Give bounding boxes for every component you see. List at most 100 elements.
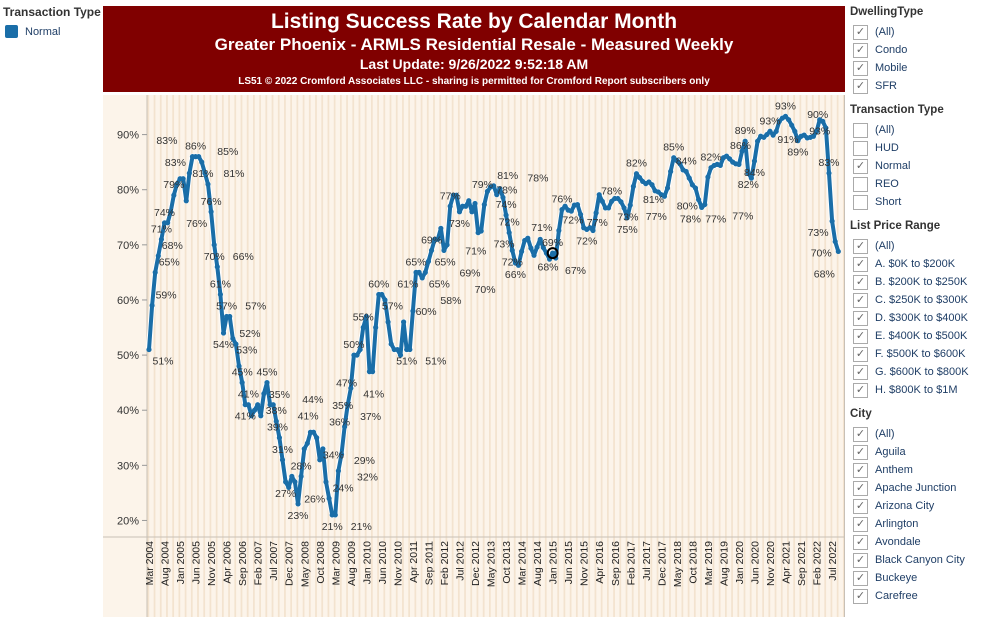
data-point	[360, 324, 366, 331]
checkbox-checked[interactable]: ✓	[853, 570, 868, 586]
data-point	[205, 181, 211, 187]
checkbox-checked[interactable]: ✓	[853, 292, 868, 308]
month-stripe	[240, 95, 243, 617]
data-point	[559, 206, 565, 213]
filter-option[interactable]: ✓ Black Canyon City	[850, 551, 999, 569]
filter-option[interactable]: ✓ F. $500K to $600K	[850, 345, 999, 363]
checkbox-checked[interactable]: ✓	[853, 60, 868, 76]
title-banner: Listing Success Rate by Calendar Month G…	[103, 6, 845, 92]
filter-option[interactable]: ✓ SFR	[850, 77, 999, 95]
checkbox-checked[interactable]: ✓	[853, 426, 868, 442]
checkbox-checked[interactable]: ✓	[853, 274, 868, 290]
x-tick-label: Nov 2010	[392, 541, 404, 586]
filter-option[interactable]: HUD	[850, 139, 999, 157]
filter-option[interactable]: Short	[850, 193, 999, 211]
data-label: 35%	[332, 400, 353, 412]
filter-option[interactable]: ✓ Buckeye	[850, 569, 999, 587]
data-point	[835, 248, 841, 255]
data-point	[264, 380, 270, 386]
filter-option[interactable]: ✓ E. $400K to $500K	[850, 327, 999, 345]
filter-option[interactable]: ✓ Avondale	[850, 533, 999, 551]
month-stripe	[420, 95, 423, 617]
filter-option[interactable]: ✓ Anthem	[850, 461, 999, 479]
filter-option[interactable]: ✓ Normal	[850, 157, 999, 175]
checkbox-checked[interactable]: ✓	[853, 444, 868, 460]
checkbox-unchecked[interactable]	[853, 194, 868, 210]
checkbox-checked[interactable]: ✓	[853, 158, 868, 174]
filter-option[interactable]: ✓ Mobile	[850, 59, 999, 77]
filter-option[interactable]: ✓ (All)	[850, 425, 999, 443]
checkbox-checked[interactable]: ✓	[853, 24, 868, 40]
checkbox-checked[interactable]: ✓	[853, 238, 868, 254]
checkbox-checked[interactable]: ✓	[853, 382, 868, 398]
checkbox-checked[interactable]: ✓	[853, 588, 868, 604]
month-stripe	[395, 95, 398, 617]
x-tick-label: Dec 2007	[284, 541, 296, 586]
month-stripe	[197, 95, 199, 617]
data-point	[407, 346, 413, 353]
filter-option[interactable]: ✓ Aguila	[850, 443, 999, 461]
filter-option[interactable]: ✓ H. $800K to $1M	[850, 381, 999, 399]
checkbox-checked[interactable]: ✓	[853, 346, 868, 362]
month-stripe	[253, 95, 255, 617]
data-point	[568, 208, 574, 214]
month-stripe	[756, 95, 758, 617]
checkbox-checked[interactable]: ✓	[853, 480, 868, 496]
checkbox-checked[interactable]: ✓	[853, 364, 868, 380]
filter-option[interactable]: (All)	[850, 121, 999, 139]
filter-list[interactable]: ✓ (All) ✓ A. $0K to $200K ✓ B. $200K to $250K…	[850, 237, 999, 399]
checkbox-unchecked[interactable]	[853, 122, 868, 138]
month-stripe	[811, 95, 814, 617]
checkbox-checked[interactable]: ✓	[853, 462, 868, 478]
month-stripe	[594, 95, 597, 617]
checkbox-checked[interactable]: ✓	[853, 498, 868, 514]
checkbox-unchecked[interactable]	[853, 140, 868, 156]
data-label: 68%	[162, 240, 183, 252]
checkbox-checked[interactable]: ✓	[853, 78, 868, 94]
filter-option-label: REO	[875, 178, 899, 190]
y-tick-label: 50%	[117, 350, 139, 362]
month-stripe	[706, 95, 709, 617]
filter-option[interactable]: ✓ Apache Junction	[850, 479, 999, 497]
filter-option[interactable]: ✓ (All)	[850, 237, 999, 255]
data-point	[534, 244, 540, 250]
filter-option[interactable]: REO	[850, 175, 999, 193]
checkbox-checked[interactable]: ✓	[853, 516, 868, 532]
data-point	[158, 236, 165, 242]
month-stripe	[780, 95, 783, 617]
data-point	[705, 174, 711, 180]
month-stripe	[619, 95, 622, 617]
legend-item-normal[interactable]: Normal	[5, 25, 101, 38]
filter-option[interactable]: ✓ Condo	[850, 41, 999, 59]
filter-option[interactable]: ✓ C. $250K to $300K	[850, 291, 999, 309]
filter-option[interactable]: ✓ D. $300K to $400K	[850, 309, 999, 327]
x-tick-label: Apr 2021	[781, 541, 793, 584]
checkbox-checked[interactable]: ✓	[853, 310, 868, 326]
data-point	[636, 174, 643, 181]
data-point	[478, 228, 484, 234]
filter-list[interactable]: ✓ (All) ✓ Condo ✓ Mobile ✓ SFR	[850, 23, 999, 95]
data-point	[515, 262, 522, 268]
filter-option[interactable]: ✓ Arlington	[850, 515, 999, 533]
data-point	[338, 451, 345, 457]
filter-option[interactable]: ✓ Arizona City	[850, 497, 999, 515]
checkbox-checked[interactable]: ✓	[853, 534, 868, 550]
data-point	[373, 324, 379, 331]
checkbox-checked[interactable]: ✓	[853, 256, 868, 272]
filter-list[interactable]: ✓ (All) ✓ Aguila ✓ Anthem ✓ Apache Junction ✓ Ari…	[850, 425, 999, 605]
filter-option[interactable]: ✓ (All)	[850, 23, 999, 41]
filter-option[interactable]: ✓ G. $600K to $800K	[850, 363, 999, 381]
filter-option[interactable]: ✓ B. $200K to $250K	[850, 273, 999, 291]
data-point	[428, 247, 435, 253]
checkbox-checked[interactable]: ✓	[853, 42, 868, 58]
filter-list[interactable]: (All) HUD ✓ Normal REO Short	[850, 121, 999, 211]
checkbox-checked[interactable]: ✓	[853, 328, 868, 344]
filter-option[interactable]: ✓ Carefree	[850, 587, 999, 605]
checkbox-checked[interactable]: ✓	[853, 552, 868, 568]
month-stripe	[538, 95, 541, 617]
month-stripe	[296, 95, 299, 617]
checkbox-unchecked[interactable]	[853, 176, 868, 192]
filter-option[interactable]: ✓ A. $0K to $200K	[850, 255, 999, 273]
data-label: 93%	[775, 100, 796, 112]
month-stripe	[768, 95, 771, 617]
